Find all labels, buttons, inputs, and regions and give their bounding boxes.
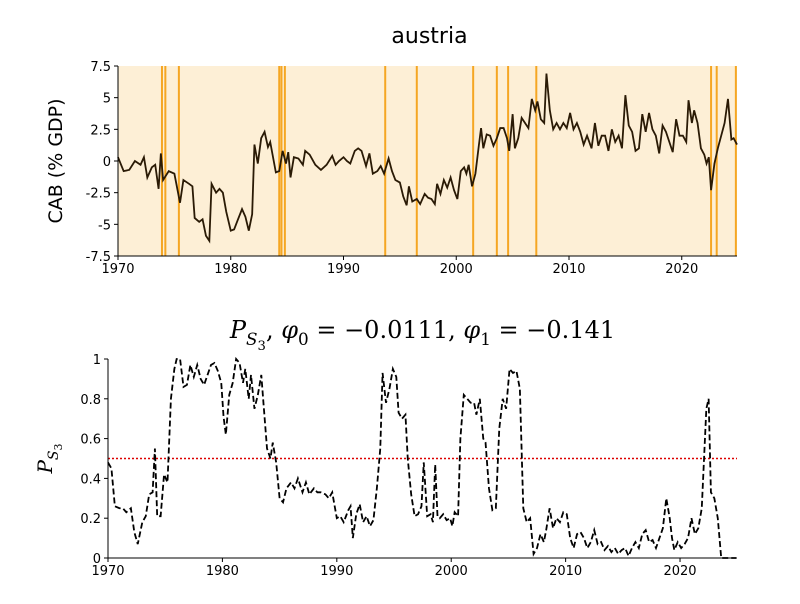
y-tick-label: -5 bbox=[98, 218, 111, 233]
x-tick-label: 2010 bbox=[549, 564, 582, 579]
y-tick-label: 0 bbox=[103, 155, 111, 170]
x-tick-label: 2020 bbox=[663, 564, 696, 579]
y-axis-label: PS3 bbox=[33, 443, 65, 474]
text-part: 0 bbox=[298, 329, 309, 349]
x-tick-label: 1990 bbox=[320, 564, 353, 579]
x-tick-label: 1980 bbox=[206, 564, 239, 579]
text-part: φ bbox=[463, 316, 480, 344]
chart-title: PS3, φ0 = −0.0111, φ1 = −0.141 bbox=[229, 316, 615, 354]
y-tick-label: -2.5 bbox=[86, 187, 111, 202]
text-part: φ bbox=[281, 316, 298, 344]
y-tick-label: 0.6 bbox=[80, 433, 101, 448]
x-tick-label: 2000 bbox=[440, 262, 473, 277]
text-part: = −0.0111, bbox=[309, 316, 464, 344]
y-axis-label: CAB (% GDP) bbox=[45, 98, 67, 223]
y-tick-label: 0.2 bbox=[80, 512, 101, 527]
text-part: S bbox=[46, 450, 62, 460]
y-tick-label: 7.5 bbox=[90, 60, 111, 75]
series-line bbox=[107, 356, 737, 559]
series-line bbox=[117, 73, 738, 244]
x-tick-label: 1980 bbox=[214, 262, 247, 277]
chart-title: austria bbox=[391, 24, 467, 49]
text-part: = −0.141 bbox=[491, 316, 615, 344]
x-tick-label: 2000 bbox=[435, 564, 468, 579]
y-tick-label: 2.5 bbox=[90, 123, 111, 138]
text-part: 3 bbox=[52, 443, 65, 450]
y-tick-label: 0.4 bbox=[80, 472, 101, 487]
text-part: P bbox=[33, 460, 57, 475]
y-tick-label: 1 bbox=[93, 353, 101, 368]
x-tick-label: 2020 bbox=[665, 262, 698, 277]
text-part: 3 bbox=[258, 339, 266, 354]
plot-background bbox=[118, 66, 737, 256]
x-tick-label: 1990 bbox=[327, 262, 360, 277]
x-tick-label: 1970 bbox=[101, 262, 134, 277]
text-part: 1 bbox=[480, 329, 491, 349]
y-tick-label: 0 bbox=[93, 552, 101, 567]
x-tick-label: 1970 bbox=[91, 564, 124, 579]
text-part: S bbox=[246, 329, 258, 349]
text-part: , bbox=[266, 316, 281, 344]
x-tick-label: 2010 bbox=[552, 262, 585, 277]
y-tick-label: 5 bbox=[103, 92, 111, 107]
text-part: P bbox=[229, 316, 247, 344]
y-tick-label: 0.8 bbox=[80, 393, 101, 408]
y-tick-label: -7.5 bbox=[86, 250, 111, 265]
